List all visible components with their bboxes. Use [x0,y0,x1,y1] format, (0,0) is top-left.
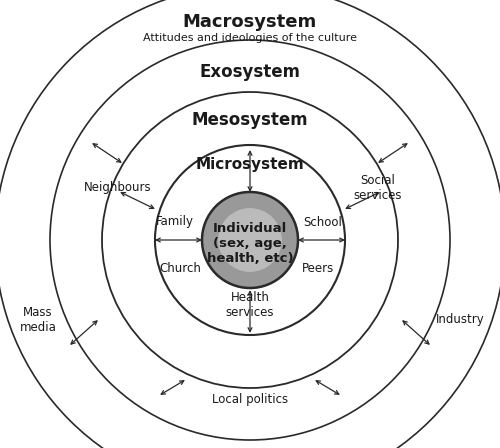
Text: Mesosystem: Mesosystem [192,111,308,129]
Text: Exosystem: Exosystem [200,63,300,81]
Text: Industry: Industry [436,314,484,327]
Text: Microsystem: Microsystem [196,158,304,172]
Text: Peers: Peers [302,262,334,275]
Circle shape [202,192,298,288]
Text: Macrosystem: Macrosystem [183,13,317,31]
Text: Mass
media: Mass media [20,306,57,334]
Text: Family: Family [156,215,194,228]
Text: Local politics: Local politics [212,393,288,406]
Text: Social
services: Social services [354,174,402,202]
Text: School: School [304,215,343,228]
Circle shape [219,209,281,271]
Text: Individual
(sex, age,
health, etc): Individual (sex, age, health, etc) [206,221,294,264]
Text: Church: Church [159,262,201,275]
Text: Attitudes and ideologies of the culture: Attitudes and ideologies of the culture [143,33,357,43]
Text: Health
services: Health services [226,291,274,319]
Text: Neighbours: Neighbours [84,181,152,194]
